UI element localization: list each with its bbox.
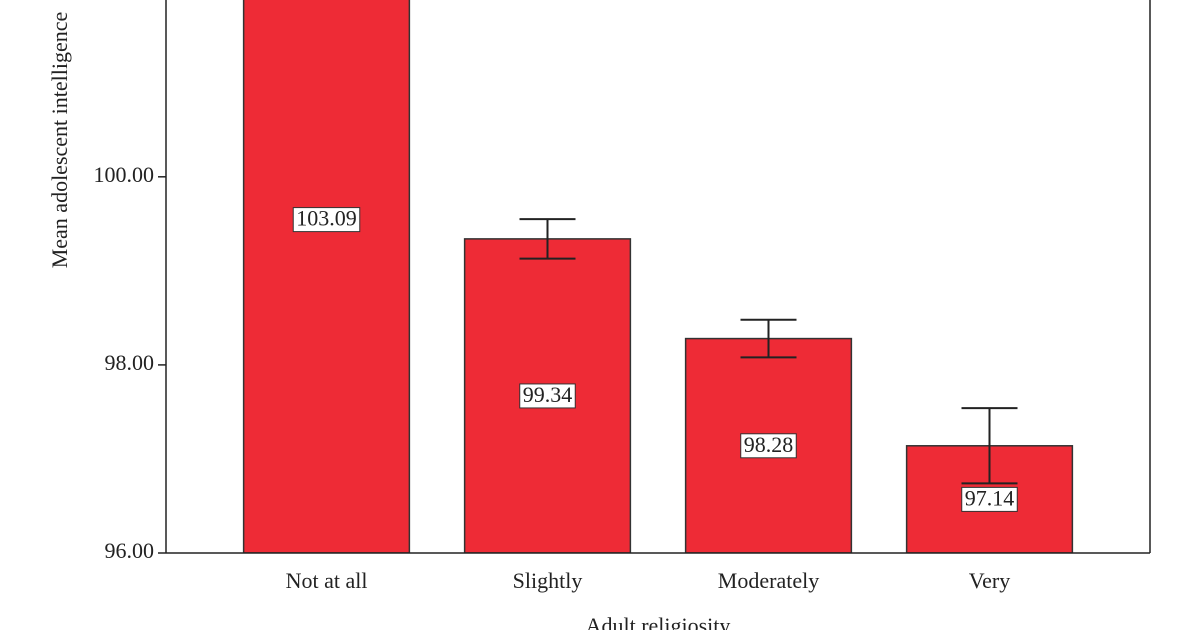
value-label-box xyxy=(961,486,1018,512)
value-label: 98.28 xyxy=(744,432,794,457)
value-label-box xyxy=(519,383,576,409)
plot-area: 103.09 99.34 98.28 97.14 xyxy=(242,0,1074,553)
bar xyxy=(242,0,411,553)
value-label: 99.34 xyxy=(523,382,573,407)
value-label-box xyxy=(292,207,361,233)
value-label: 97.14 xyxy=(965,485,1015,510)
y-tick-label: 100.00 xyxy=(94,162,155,187)
x-axis-label: Adult religiosity xyxy=(586,613,731,630)
value-label-box xyxy=(740,433,797,459)
y-tick-label: 98.00 xyxy=(105,350,155,375)
x-tick-label: Very xyxy=(969,568,1011,593)
error-bar xyxy=(740,318,797,359)
x-tick-label: Not at all xyxy=(286,568,368,593)
value-label: 103.09 xyxy=(296,206,357,231)
x-tick-label: Slightly xyxy=(513,568,583,593)
y-tick-label: 96.00 xyxy=(105,538,155,563)
y-axis-label: Mean adolescent intelligence xyxy=(47,12,72,269)
x-tick-label: Moderately xyxy=(718,568,819,593)
error-bar xyxy=(519,218,576,260)
error-bar xyxy=(961,407,1018,485)
